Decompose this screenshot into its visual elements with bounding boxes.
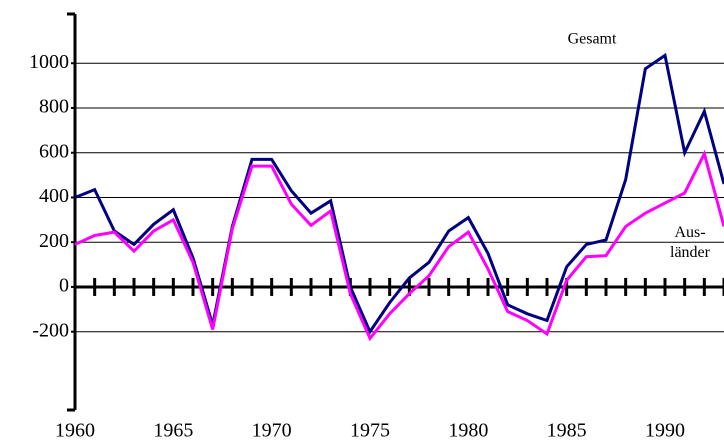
x-tick-label: 1965 [153, 420, 193, 442]
data-line [74, 149, 724, 342]
y-tick-label: 0 [59, 275, 69, 297]
x-tick-label: 1980 [448, 420, 488, 442]
x-tick-label: 1960 [55, 420, 95, 442]
x-tick-label: 1990 [645, 420, 685, 442]
x-tick-label: 1985 [547, 420, 587, 442]
data-line [74, 52, 724, 335]
y-tick-label: 400 [39, 185, 69, 207]
x-tick-label: 1975 [350, 420, 390, 442]
y-tick-label: 600 [39, 140, 69, 162]
y-tick-label: 1000 [29, 51, 69, 73]
series-label: Aus-länder [670, 224, 711, 261]
plot-area [74, 52, 724, 342]
series-label: Gesamt [568, 31, 617, 48]
y-tick-label: 200 [39, 230, 69, 252]
x-tick-label: 1970 [252, 420, 292, 442]
y-tick-label: -200 [32, 319, 69, 341]
y-tick-label: 800 [39, 96, 69, 118]
